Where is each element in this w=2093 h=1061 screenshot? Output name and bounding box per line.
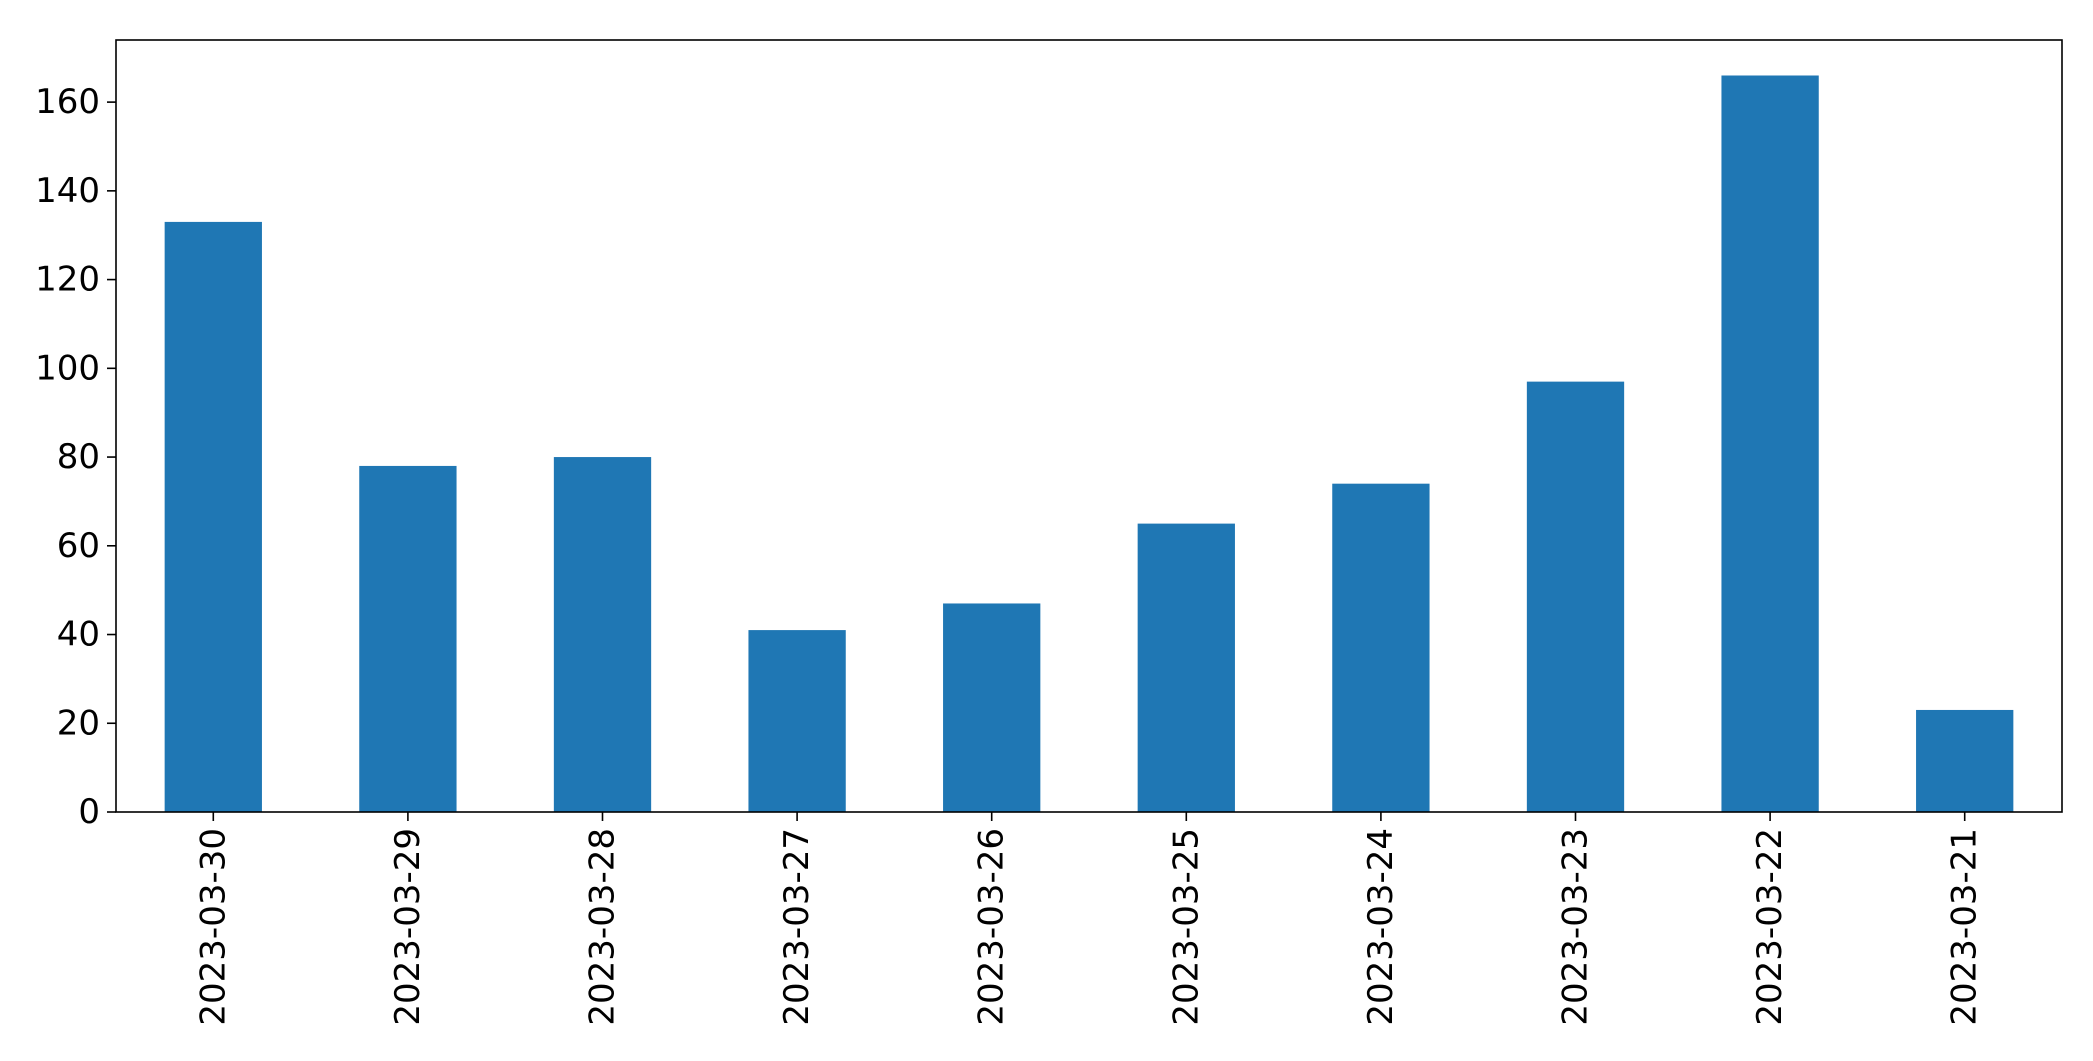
- y-tick-label: 60: [57, 526, 100, 566]
- bar-2023-03-21: [1916, 709, 2014, 812]
- y-axis-ticks: 0 20 40 60 80 100 120 140 160: [35, 82, 116, 832]
- x-tick-label: 2023-03-22: [1750, 828, 1790, 1026]
- y-tick-label: 0: [78, 792, 100, 832]
- x-axis-ticks: 2023-03-30 2023-03-29 2023-03-28 2023-03-27…: [193, 812, 1985, 1026]
- bar-2023-03-24: [1332, 483, 1430, 812]
- x-tick-label: 2023-03-25: [1166, 828, 1206, 1026]
- y-tick-label: 100: [35, 348, 100, 388]
- x-tick-label: 2023-03-28: [583, 828, 623, 1026]
- x-tick-label: 2023-03-24: [1361, 828, 1401, 1026]
- y-tick-label: 80: [57, 437, 100, 477]
- x-tick-label: 2023-03-29: [388, 828, 428, 1026]
- bar-2023-03-30: [164, 221, 262, 812]
- y-tick-label: 120: [35, 260, 100, 300]
- bar-2023-03-29: [359, 465, 457, 812]
- x-tick-label: 2023-03-26: [972, 828, 1012, 1026]
- x-tick-label: 2023-03-23: [1556, 828, 1596, 1026]
- y-tick-label: 20: [57, 703, 100, 743]
- x-tick-label: 2023-03-21: [1945, 828, 1985, 1026]
- y-tick-label: 140: [35, 171, 100, 211]
- x-tick-label: 2023-03-27: [777, 828, 817, 1026]
- bar-2023-03-22: [1721, 75, 1819, 812]
- bar-2023-03-25: [1137, 523, 1235, 812]
- y-tick-label: 40: [57, 615, 100, 655]
- plot-frame: [115, 39, 2063, 813]
- bars-layer: [164, 75, 2014, 812]
- bar-2023-03-23: [1526, 381, 1625, 812]
- bar-2023-03-28: [553, 457, 652, 812]
- bar-2023-03-27: [748, 630, 846, 812]
- y-tick-label: 160: [35, 82, 100, 122]
- bar-2023-03-26: [943, 603, 1041, 812]
- x-tick-label: 2023-03-30: [193, 828, 233, 1026]
